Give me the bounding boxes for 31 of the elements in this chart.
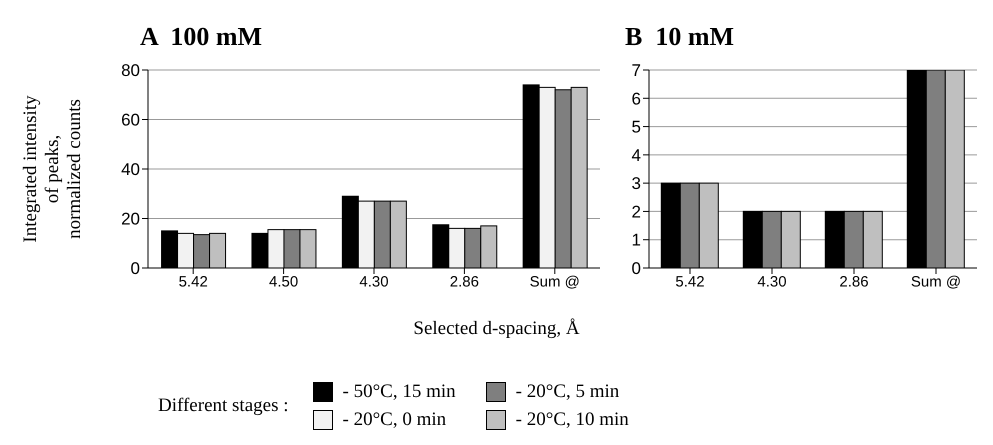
y-tick-label: 4 bbox=[632, 146, 641, 165]
y-tick-label: 80 bbox=[121, 61, 140, 80]
y-tick-label: 20 bbox=[121, 210, 140, 229]
x-tick-label: 4.30 bbox=[359, 274, 389, 291]
legend-title: Different stages : bbox=[158, 395, 288, 417]
legend-label: - 20°C, 10 min bbox=[516, 409, 629, 431]
x-tick-label: 5.42 bbox=[675, 274, 705, 291]
y-tick-label: 1 bbox=[632, 230, 641, 250]
x-tick-label: 2.86 bbox=[839, 274, 869, 291]
y-tick-label: 7 bbox=[632, 61, 641, 80]
x-tick-label: 5.42 bbox=[178, 274, 208, 291]
x-tick-label: 4.50 bbox=[269, 274, 298, 291]
y-tick-label: 0 bbox=[632, 259, 641, 278]
y-tick-label: 2 bbox=[632, 202, 641, 222]
x-tick-label: Sum @ bbox=[530, 274, 580, 291]
y-tick-label: 6 bbox=[632, 89, 641, 108]
legend-label: - 20°C, 5 min bbox=[516, 381, 620, 403]
y-tick-label: 5 bbox=[632, 118, 641, 137]
y-axis-title: Integrated intensity of peaks, normalized counts bbox=[20, 94, 85, 243]
legend-label: - 20°C, 0 min bbox=[342, 409, 446, 431]
y-tick-label: 3 bbox=[632, 174, 641, 194]
y-tick-label: 0 bbox=[130, 259, 140, 278]
x-tick-label: 2.86 bbox=[450, 274, 479, 291]
y-tick-label: 60 bbox=[121, 110, 140, 130]
x-tick-label: Sum @ bbox=[910, 274, 962, 291]
x-tick-label: 4.30 bbox=[757, 274, 787, 291]
x-axis-title: Selected d-spacing, Å bbox=[412, 318, 581, 340]
legend-label: - 50°C, 15 min bbox=[342, 381, 456, 403]
y-tick-label: 40 bbox=[121, 160, 140, 180]
chart-title: A 100 mM bbox=[140, 22, 262, 52]
chart-title: B 10 mM bbox=[625, 22, 734, 52]
